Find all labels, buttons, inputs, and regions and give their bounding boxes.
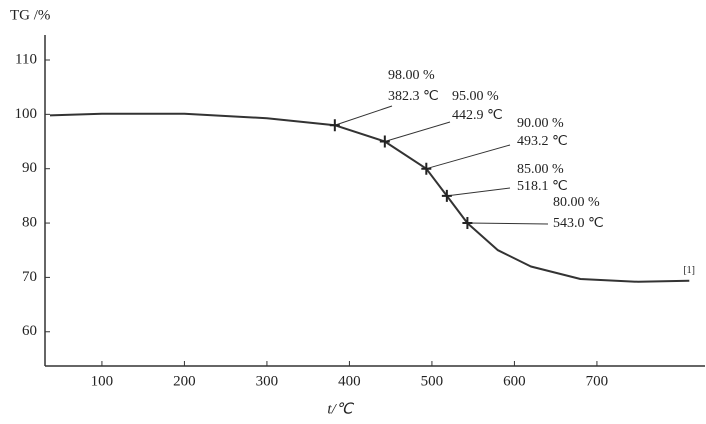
marker	[379, 135, 390, 148]
marker-x-label: 543.0 ℃	[553, 216, 604, 231]
y-tick-label: 70	[22, 269, 37, 285]
y-axis-label: TG /%	[10, 7, 50, 23]
marker-value-label: 90.00 %	[517, 116, 564, 131]
marker-x-label: 518.1 ℃	[517, 179, 568, 194]
marker	[421, 162, 432, 175]
marker-value-label: 98.00 %	[388, 68, 435, 83]
leader-line	[426, 144, 511, 170]
marker	[441, 189, 452, 202]
y-tick-label: 90	[22, 160, 37, 176]
leader-line	[384, 121, 451, 143]
marker-x-label: 493.2 ℃	[517, 134, 568, 149]
x-tick-label: 100	[91, 373, 114, 389]
x-tick-label: 600	[503, 373, 526, 389]
y-tick-label: 60	[22, 323, 37, 339]
leader-line	[467, 222, 549, 225]
x-tick-label: 500	[421, 373, 444, 389]
marker-value-label: 95.00 %	[452, 89, 499, 104]
marker	[462, 217, 473, 230]
x-tick-label: 200	[173, 373, 196, 389]
x-tick-label: 400	[338, 373, 361, 389]
y-tick-label: 100	[15, 106, 38, 122]
x-tick-label: 700	[586, 373, 609, 389]
marker	[329, 119, 340, 132]
y-tick-label: 80	[22, 214, 37, 230]
marker-x-label: 442.9 ℃	[452, 108, 503, 123]
x-axis-label: t/℃	[327, 401, 354, 417]
leader-line	[446, 187, 511, 197]
marker-value-label: 85.00 %	[517, 162, 564, 177]
y-tick-label: 110	[15, 51, 37, 67]
marker-x-label: 382.3 ℃	[388, 89, 439, 104]
x-tick-label: 300	[256, 373, 279, 389]
marker-value-label: 80.00 %	[553, 195, 600, 210]
leader-line	[334, 105, 393, 126]
data-line	[49, 112, 690, 283]
series-label: [1]	[683, 265, 695, 276]
